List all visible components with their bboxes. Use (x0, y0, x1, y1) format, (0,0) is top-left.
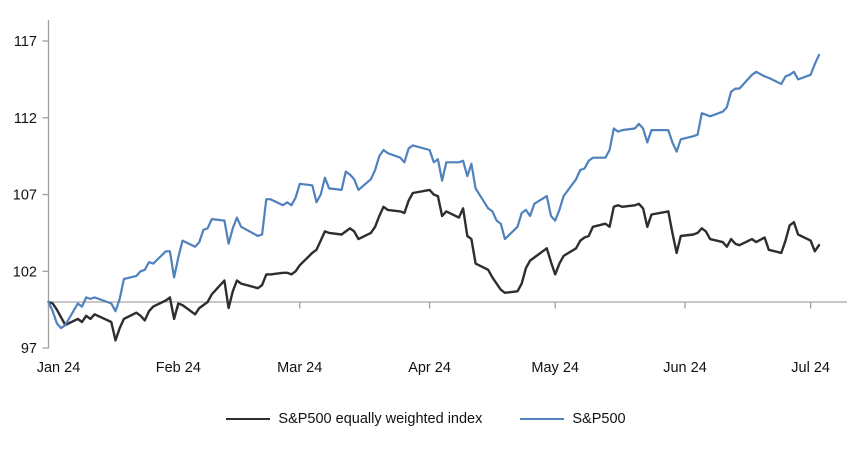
sp500-series-line (47, 53, 821, 330)
legend-label-equal-weight: S&P500 equally weighted index (278, 411, 483, 427)
month-label: Jan 24 (37, 360, 81, 376)
month-label: Mar 24 (277, 360, 322, 376)
y-axis-labels: 97 102 107 112 117 (13, 34, 37, 357)
month-label: Jul 24 (791, 360, 830, 376)
sp500-equal-weight-series-line (47, 188, 821, 342)
legend-item-sp500: S&P500 (520, 411, 626, 427)
legend-label-sp500: S&P500 (572, 411, 626, 427)
month-label: May 24 (531, 360, 579, 376)
y-axis-ticks (42, 40, 49, 349)
y-tick-label: 112 (14, 111, 37, 127)
legend-item-equal-weight: S&P500 equally weighted index (226, 411, 482, 427)
legend: S&P500 equally weighted index S&P500 (0, 411, 852, 427)
y-tick-label: 102 (13, 264, 37, 280)
y-tick-label: 117 (14, 34, 37, 50)
month-label: Jun 24 (663, 360, 707, 376)
month-label: Feb 24 (156, 360, 201, 376)
sp500-line-swatch (520, 418, 565, 420)
y-tick-label: 97 (21, 341, 37, 357)
equal-weight-line-swatch (226, 418, 271, 420)
y-tick-label: 107 (13, 188, 37, 204)
month-label: Apr 24 (408, 360, 451, 376)
x-axis-labels: Jan 24 Feb 24 Mar 24 Apr 24 May 24 Jun 24 Jul … (37, 360, 830, 376)
